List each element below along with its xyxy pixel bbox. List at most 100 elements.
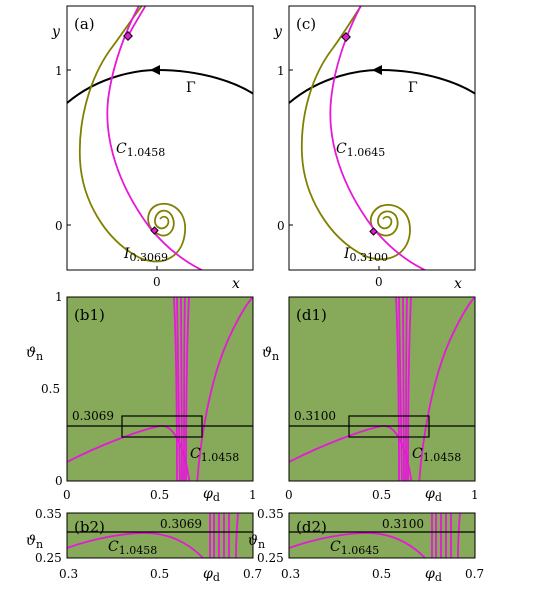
panel-tag: (d1) xyxy=(296,306,327,324)
x-tick-label-1: 1 xyxy=(249,488,257,502)
c-curve-label: C1.0458 xyxy=(190,446,239,464)
x-axis-label-main: φ xyxy=(425,486,435,502)
panel-a: (a) y 1 0 0 x Γ C1.0458 I0.3069 xyxy=(51,5,254,292)
c-curve-label-main: C xyxy=(336,141,347,157)
gamma-arrow xyxy=(372,65,382,75)
i-curve-label-main: I xyxy=(123,246,130,262)
x-axis-label: φd xyxy=(425,566,442,584)
x-axis-label-sub: d xyxy=(435,571,442,584)
y-tick-label-1: 1 xyxy=(55,290,63,304)
focus-point-marker xyxy=(150,226,159,235)
x-tick-label-03: 0.3 xyxy=(59,567,78,581)
y-tick-label-0: 0 xyxy=(55,474,63,488)
panel-c-frame xyxy=(288,5,476,271)
c-curve-label-sub: 1.0645 xyxy=(341,544,380,557)
y-axis-label: ϑn xyxy=(26,345,43,363)
panel-c: (c) y 1 0 0 x Γ C1.0645 I0.3100 xyxy=(273,5,476,292)
magenta-vertical-4 xyxy=(183,297,186,481)
x-axis-label-main: φ xyxy=(203,486,213,502)
y-axis-label-main: ϑ xyxy=(26,345,36,361)
fill-region xyxy=(289,513,475,558)
y-tick-label-0: 0 xyxy=(55,219,63,233)
magenta-vertical-5 xyxy=(185,297,190,481)
magenta-vertical-1 xyxy=(173,297,178,481)
i-curve-label-sub: 0.3069 xyxy=(130,251,169,264)
fill-region xyxy=(67,297,253,481)
panel-d1-frame xyxy=(288,296,476,482)
panel-d2-frame xyxy=(288,512,476,559)
x-axis-label: x xyxy=(232,276,240,292)
magenta-vertical-3 xyxy=(402,297,405,481)
magenta-vertical-4 xyxy=(405,297,408,481)
magenta-vertical-6 xyxy=(457,513,461,558)
y-axis-label-main: ϑ xyxy=(248,533,258,549)
level-label: 0.3069 xyxy=(160,517,202,531)
gamma-label: Γ xyxy=(186,80,196,96)
y-axis-label: ϑn xyxy=(262,345,279,363)
zoom-box xyxy=(121,415,203,438)
y-axis-label-sub: n xyxy=(36,350,43,363)
y-tick-label-025: 0.25 xyxy=(35,551,62,565)
zoom-box xyxy=(348,415,430,438)
x-axis-label-sub: d xyxy=(213,571,220,584)
c-curve-label-sub: 1.0645 xyxy=(347,146,386,159)
c-curve-label-main: C xyxy=(190,446,201,462)
x-axis-label: x xyxy=(454,276,462,292)
y-axis-label: ϑn xyxy=(248,533,265,551)
x-tick-label-0: 0 xyxy=(63,488,71,502)
y-axis-label-sub: n xyxy=(258,538,265,551)
c-curve-label: C1.0458 xyxy=(108,539,157,557)
magenta-vertical-3 xyxy=(180,297,183,481)
magenta-lower-curve xyxy=(67,532,205,558)
x-tick-label-07: 0.7 xyxy=(465,567,484,581)
y-tick-label-0: 0 xyxy=(277,219,285,233)
y-axis-label-sub: n xyxy=(272,350,279,363)
fill-region xyxy=(67,513,253,558)
y-axis-label: y xyxy=(273,24,283,40)
x-tick-label-05: 0.5 xyxy=(372,567,391,581)
x-tick-label-1: 1 xyxy=(471,488,479,502)
magenta-right-curve xyxy=(196,297,253,481)
panel-d1: (d1) ϑn 0 0.5 1 φd 0.3100 C1.0458 xyxy=(262,296,479,504)
c-curve-label-sub: 1.0458 xyxy=(119,544,158,557)
y-axis-label-main: ϑ xyxy=(262,345,272,361)
panel-d2: (d2) ϑn 0.35 0.25 0.3 0.5 0.7 φd 0.3100 … xyxy=(248,507,484,584)
level-label: 0.3100 xyxy=(294,409,336,423)
panel-tag: (b2) xyxy=(74,518,105,536)
c-curve-label-main: C xyxy=(116,141,127,157)
x-axis-label: φd xyxy=(203,486,220,504)
olive-curve xyxy=(78,6,186,263)
y-axis-label-main: ϑ xyxy=(26,533,36,549)
x-axis-label-sub: d xyxy=(213,491,220,504)
magenta-vertical-2 xyxy=(398,297,403,481)
c-curve-label-main: C xyxy=(412,446,423,462)
focus-point-marker xyxy=(369,227,378,236)
c-curve-label-main: C xyxy=(108,539,119,555)
magenta-vertical-1 xyxy=(395,297,400,481)
x-axis-label-main: φ xyxy=(425,566,435,582)
c-curve-label: C1.0458 xyxy=(116,141,165,159)
x-tick-label-07: 0.7 xyxy=(243,567,262,581)
panel-b2: (b2) ϑn 0.35 0.25 0.3 0.5 0.7 φd 0.3069 … xyxy=(26,507,262,584)
x-axis-label-sub: d xyxy=(435,491,442,504)
i-curve-label-sub: 0.3100 xyxy=(350,251,389,264)
c-curve-label-sub: 1.0458 xyxy=(201,451,240,464)
x-tick-label-03: 0.3 xyxy=(281,567,300,581)
x-tick-label-0: 0 xyxy=(285,488,293,502)
panel-tag: (d2) xyxy=(296,518,327,536)
saddle-point-marker xyxy=(341,32,351,42)
y-tick-label-1: 1 xyxy=(55,64,63,78)
c-curve-label-sub: 1.0458 xyxy=(127,146,166,159)
panel-b1: (b1) ϑn 1 0.5 0 0 0.5 1 φd 0.3069 C1.045… xyxy=(26,290,257,504)
magenta-curve xyxy=(329,6,427,270)
magenta-right-curve xyxy=(418,297,475,481)
x-tick-label-05: 0.5 xyxy=(372,488,391,502)
x-axis-label: φd xyxy=(425,486,442,504)
panel-tag: (c) xyxy=(296,15,316,33)
magenta-lower-curve xyxy=(289,532,427,558)
saddle-point-marker xyxy=(123,31,133,41)
c-curve-label: C1.0458 xyxy=(412,446,461,464)
panel-b1-frame xyxy=(66,296,254,482)
c-curve-label: C1.0645 xyxy=(330,539,379,557)
